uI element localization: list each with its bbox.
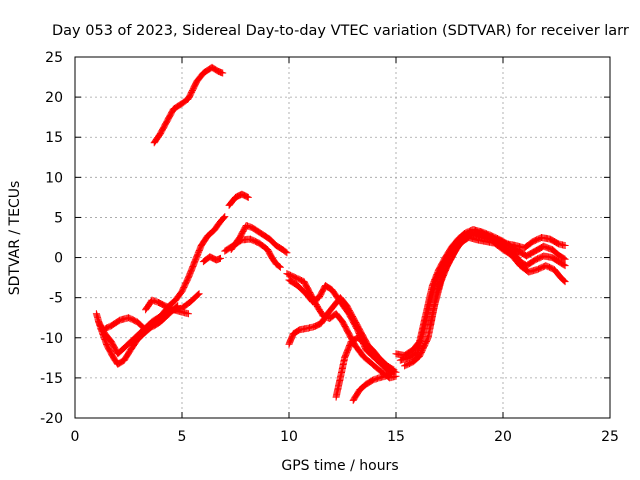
x-tick-label: 15 xyxy=(387,429,405,445)
plot-frame xyxy=(74,56,611,419)
y-tick-label: 25 xyxy=(45,50,63,66)
data-point-markers xyxy=(349,370,396,404)
x-axis: 0 5 10 15 20 25 xyxy=(71,57,619,445)
y-tick-label: -15 xyxy=(40,371,63,387)
data-point-markers xyxy=(225,190,252,209)
series-arc-13 xyxy=(332,334,398,401)
data-point-markers xyxy=(332,334,398,401)
series-arc-5 xyxy=(142,296,192,318)
y-tick-label: 5 xyxy=(54,210,63,226)
y-tick-label: 15 xyxy=(45,130,63,146)
series-arc-14 xyxy=(349,370,396,404)
data-point-markers xyxy=(227,222,291,257)
y-tick-label: -5 xyxy=(49,291,63,307)
data-point-markers xyxy=(142,296,192,318)
x-tick-label: 25 xyxy=(601,429,619,445)
series-arc-7 xyxy=(225,190,252,209)
data-point-markers xyxy=(150,63,227,147)
data-point-markers xyxy=(426,228,569,330)
x-tick-label: 5 xyxy=(178,429,187,445)
chart-title: Day 053 of 2023, Sidereal Day-to-day VTE… xyxy=(52,23,629,39)
series-arc-9 xyxy=(221,235,284,271)
y-tick-label: -10 xyxy=(40,331,63,347)
y-axis-label: SDTVAR / TECUs xyxy=(7,181,23,296)
y-tick-label: 10 xyxy=(45,170,63,186)
data-point-markers xyxy=(221,235,284,271)
y-tick-label: -20 xyxy=(40,411,63,427)
data-points xyxy=(92,63,569,404)
y-tick-label: 0 xyxy=(54,251,63,267)
series-arc-6 xyxy=(199,253,224,266)
data-point-markers xyxy=(199,253,224,266)
x-tick-label: 10 xyxy=(280,429,298,445)
y-axis: -20 -15 -10 -5 0 5 10 15 20 25 xyxy=(40,50,610,427)
series-arc-1 xyxy=(150,63,227,147)
y-tick-label: 20 xyxy=(45,90,63,106)
series-arc-8 xyxy=(227,222,291,257)
series-arc-18 xyxy=(426,228,569,330)
grid xyxy=(75,57,610,418)
x-tick-label: 20 xyxy=(494,429,512,445)
x-axis-label: GPS time / hours xyxy=(281,458,398,474)
x-tick-label: 0 xyxy=(71,429,80,445)
